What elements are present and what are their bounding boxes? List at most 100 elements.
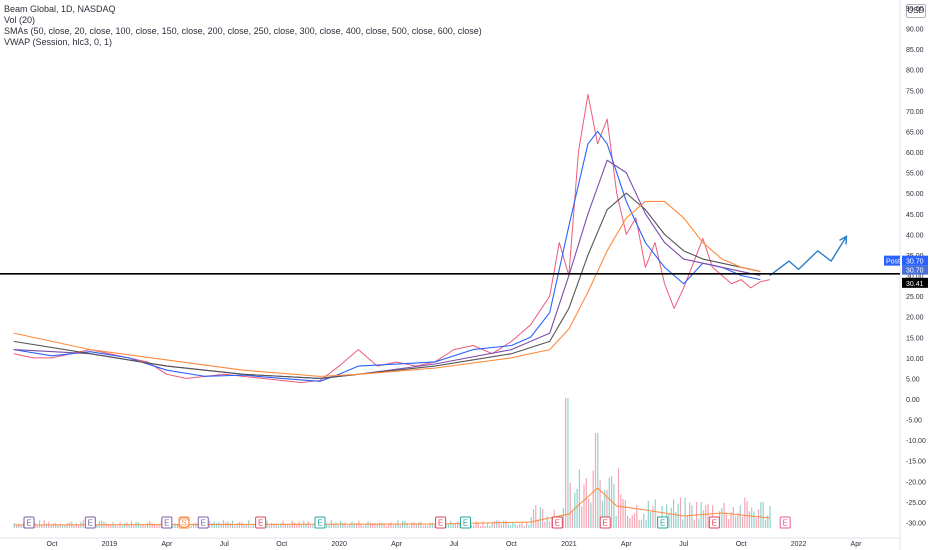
volume-bar	[365, 523, 367, 528]
earnings-marker[interactable]	[314, 516, 326, 529]
earnings-marker-label: E	[603, 519, 608, 528]
volume-bar	[737, 513, 739, 528]
volume-bar	[114, 524, 116, 528]
earnings-marker[interactable]	[779, 516, 791, 529]
volume-bar	[78, 525, 80, 528]
volume-bar	[351, 521, 353, 528]
y-tick-label: 30.00	[906, 274, 924, 281]
volume-bar	[305, 523, 307, 528]
earnings-marker[interactable]	[197, 516, 209, 529]
volume-bar	[229, 522, 231, 528]
earnings-marker[interactable]	[459, 516, 471, 529]
volume-bar	[613, 483, 615, 528]
volume-bar	[406, 522, 408, 528]
earnings-marker[interactable]	[84, 516, 96, 529]
y-tick-label: 25.00	[906, 294, 924, 301]
y-tick-label: 95.00	[906, 6, 924, 13]
volume-bar	[505, 520, 507, 528]
volume-bar	[218, 522, 220, 528]
currency-button[interactable]: USD	[906, 4, 926, 18]
earnings-marker-label: E	[258, 519, 263, 528]
earnings-marker[interactable]	[435, 516, 447, 529]
volume-bar	[769, 506, 771, 528]
y-tick-label: 55.00	[906, 171, 924, 178]
volume-bar	[574, 492, 576, 528]
legend-volume[interactable]: Vol (20)	[4, 15, 36, 25]
earnings-marker[interactable]	[657, 516, 669, 529]
volume-bar	[395, 523, 397, 528]
x-tick-label: Apr	[851, 541, 863, 548]
volume-bar	[576, 488, 578, 528]
earnings-marker[interactable]	[551, 516, 563, 529]
volume-bar	[532, 509, 535, 528]
x-tick-label: Apr	[621, 541, 633, 548]
earnings-marker-label: E	[88, 519, 93, 528]
x-tick-label: 2020	[331, 541, 347, 548]
volume-bar	[335, 522, 337, 528]
y-tick-label: 5.00	[906, 376, 920, 383]
volume-bar	[739, 505, 741, 528]
volume-bar	[484, 525, 486, 528]
volume-bar	[633, 513, 636, 528]
legend-vwap[interactable]: VWAP (Session, hlc3, 0, 1)	[4, 37, 113, 47]
volume-bar	[693, 519, 695, 528]
y-tick-label: 20.00	[906, 315, 924, 322]
volume-bar	[755, 517, 757, 528]
volume-bar	[514, 523, 516, 528]
volume-bar	[293, 522, 296, 528]
earnings-marker[interactable]	[599, 516, 611, 529]
volume-bar	[668, 513, 670, 528]
volume-bar	[638, 520, 640, 528]
volume-bar	[571, 511, 574, 528]
volume-bar	[652, 506, 654, 528]
volume-bar	[537, 519, 539, 528]
earnings-marker[interactable]	[708, 516, 720, 529]
legend-symbol[interactable]: Beam Global, 1D, NASDAQ	[4, 4, 116, 14]
volume-bar	[38, 520, 41, 528]
volume-bar	[725, 514, 728, 528]
earnings-marker-label: E	[26, 519, 31, 528]
volume-bar	[629, 518, 631, 528]
volume-bar	[287, 523, 289, 528]
volume-bar	[551, 517, 553, 528]
volume-bar	[666, 504, 668, 528]
volume-bar	[176, 523, 179, 528]
volume-bar	[741, 516, 744, 528]
volume-bar	[372, 523, 374, 528]
volume-bar	[454, 523, 456, 528]
x-tick-label: Jul	[450, 541, 459, 548]
volume-bar	[480, 525, 482, 528]
earnings-marker[interactable]	[255, 516, 267, 529]
volume-bar	[75, 523, 77, 528]
volume-bar	[535, 505, 537, 528]
volume-bar	[300, 524, 303, 528]
volume-bar	[578, 469, 581, 528]
volume-bar	[190, 525, 192, 528]
volume-bar	[243, 524, 245, 528]
volume-bar	[61, 525, 64, 528]
split-marker[interactable]	[178, 517, 190, 528]
earnings-marker-label: S	[181, 519, 186, 528]
volume-bar	[383, 523, 385, 528]
volume-bar	[225, 522, 227, 528]
volume-bar	[753, 511, 755, 528]
volume-bar	[153, 524, 156, 528]
y-tick-label: -30.00	[906, 520, 926, 527]
volume-bar	[418, 522, 420, 528]
earnings-marker[interactable]	[161, 516, 173, 529]
y-tick-label: 80.00	[906, 68, 924, 75]
volume-bar	[107, 524, 110, 528]
volume-bar	[601, 500, 603, 528]
earnings-marker[interactable]	[23, 516, 35, 529]
y-tick-label: 0.00	[906, 397, 920, 404]
x-tick-label: Oct	[47, 541, 58, 548]
volume-bar	[496, 520, 498, 528]
volume-bar	[702, 510, 705, 528]
volume-bar	[362, 525, 365, 528]
projection-line	[769, 236, 848, 277]
volume-bar	[296, 523, 298, 528]
legend-smas[interactable]: SMAs (50, close, 20, close, 100, close, …	[4, 26, 482, 36]
volume-bar	[728, 519, 730, 528]
volume-bar	[146, 522, 149, 528]
